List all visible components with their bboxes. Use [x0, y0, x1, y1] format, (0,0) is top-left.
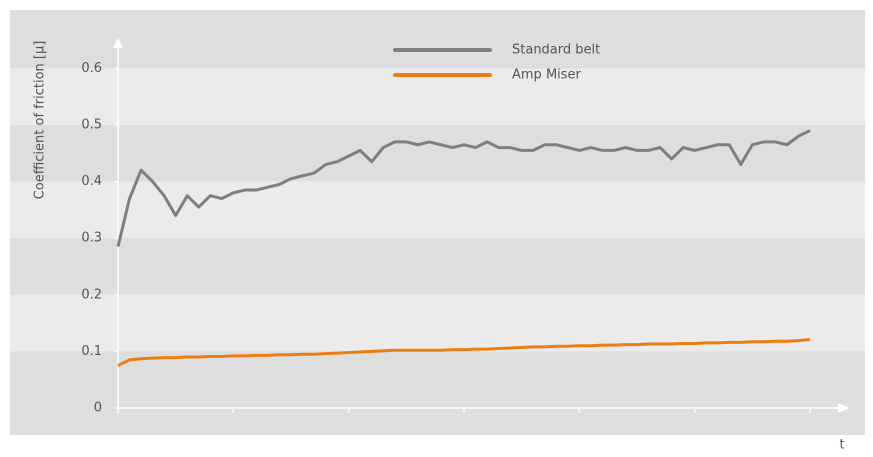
grid-band — [10, 68, 865, 125]
x-axis-arrow — [838, 403, 850, 413]
line-series — [117, 338, 811, 367]
line-series — [116, 129, 811, 247]
y-tick-label: 0.2 — [81, 287, 102, 302]
x-axis-label: t — [839, 438, 844, 453]
y-tick-label: 0.5 — [81, 117, 102, 132]
grid-band — [10, 181, 865, 239]
y-axis-arrow — [113, 38, 123, 48]
y-tick-label: 0 — [94, 401, 102, 416]
y-tick-label: 0.4 — [81, 174, 102, 189]
legend-label: Standard belt — [512, 43, 600, 58]
y-tick-label: 0.1 — [81, 344, 102, 359]
y-tick-label: 0.6 — [81, 61, 102, 76]
y-axis-label: Coefficient of friction [µ] — [33, 41, 48, 200]
y-tick-label: 0.3 — [81, 231, 102, 246]
legend-label: Amp Miser — [512, 68, 582, 83]
